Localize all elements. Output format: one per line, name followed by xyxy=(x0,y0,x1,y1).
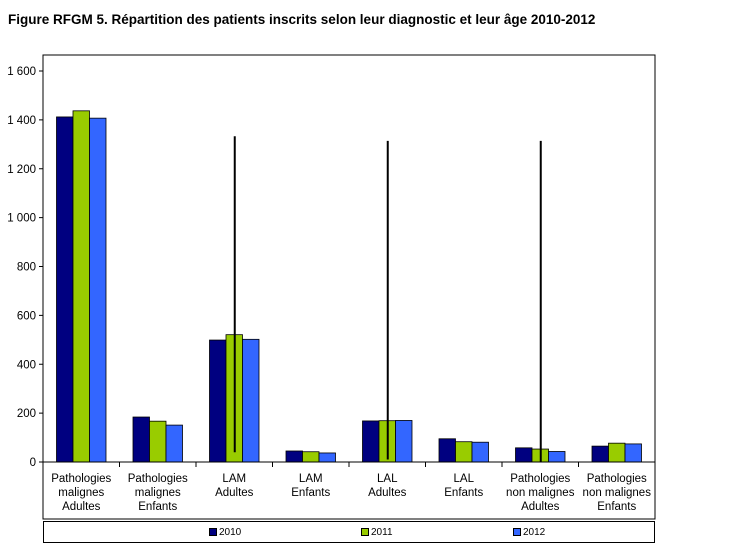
legend-item-2010: 2010 xyxy=(209,526,241,538)
bar-2011-cat-5 xyxy=(455,441,473,463)
bar-2011-cat-1 xyxy=(149,420,167,463)
bar-2011-cat-3 xyxy=(302,451,320,463)
x-tick-label: LAM Adultes xyxy=(215,473,254,499)
x-tick-label: LAL Adultes xyxy=(368,473,407,499)
y-tick-label: 1 200 xyxy=(7,164,36,176)
legend-item-2012: 2012 xyxy=(513,526,545,538)
bar-2012-cat-1 xyxy=(165,424,183,463)
y-tick-label: 600 xyxy=(17,310,36,322)
bar-2011-cat-0 xyxy=(72,110,90,463)
bar-2012-cat-3 xyxy=(318,452,336,463)
y-tick-label: 1 400 xyxy=(7,115,36,127)
bar-2012-cat-0 xyxy=(89,117,107,463)
x-tick-label: LAM Enfants xyxy=(291,473,330,499)
bar-2010-cat-7 xyxy=(591,445,609,463)
bar-2010-cat-0 xyxy=(56,116,74,463)
bar-2010-cat-3 xyxy=(285,450,303,463)
x-tick-label: LAL Enfants xyxy=(444,473,483,499)
bar-2012-cat-2 xyxy=(242,338,260,463)
legend-label: 2011 xyxy=(371,526,393,538)
y-tick-label: 200 xyxy=(17,408,36,420)
legend-item-2011: 2011 xyxy=(361,526,393,538)
bar-2012-cat-4 xyxy=(395,420,413,463)
chart-title: Figure RFGM 5. Répartition des patients … xyxy=(8,12,596,27)
bar-2010-cat-5 xyxy=(438,438,456,463)
y-tick-label: 0 xyxy=(30,457,36,469)
legend-swatch-2012 xyxy=(513,528,521,536)
y-tick-label: 1 000 xyxy=(7,213,36,225)
bar-2012-cat-7 xyxy=(624,443,642,463)
legend-swatch-2011 xyxy=(361,528,369,536)
x-tick-label: Pathologies non malignes Adultes xyxy=(506,473,575,513)
bar-2010-cat-4 xyxy=(362,420,380,463)
x-tick-label: Pathologies non malignes Enfants xyxy=(583,473,652,513)
x-tick-label: Pathologies malignes Enfants xyxy=(128,473,188,513)
bar-2010-cat-2 xyxy=(209,339,227,463)
legend-label: 2012 xyxy=(523,526,546,538)
y-tick-label: 1 600 xyxy=(7,66,36,78)
bar-2012-cat-5 xyxy=(471,441,489,463)
bar-2011-cat-7 xyxy=(608,442,626,463)
bar-2010-cat-6 xyxy=(515,447,533,463)
legend-label: 2010 xyxy=(219,526,242,538)
bar-2012-cat-6 xyxy=(548,451,566,463)
legend: 2010 2011 2012 xyxy=(43,521,655,543)
bar-chart: 0 200 400 600 800 1 000 1 200 1 400 1 600 Pathol… xyxy=(7,54,656,520)
y-tick-label: 400 xyxy=(17,359,36,371)
legend-swatch-2010 xyxy=(209,528,217,536)
bar-2010-cat-1 xyxy=(132,416,150,463)
y-tick-label: 800 xyxy=(17,262,36,274)
x-tick-label: Pathologies malignes Adultes xyxy=(51,473,111,513)
